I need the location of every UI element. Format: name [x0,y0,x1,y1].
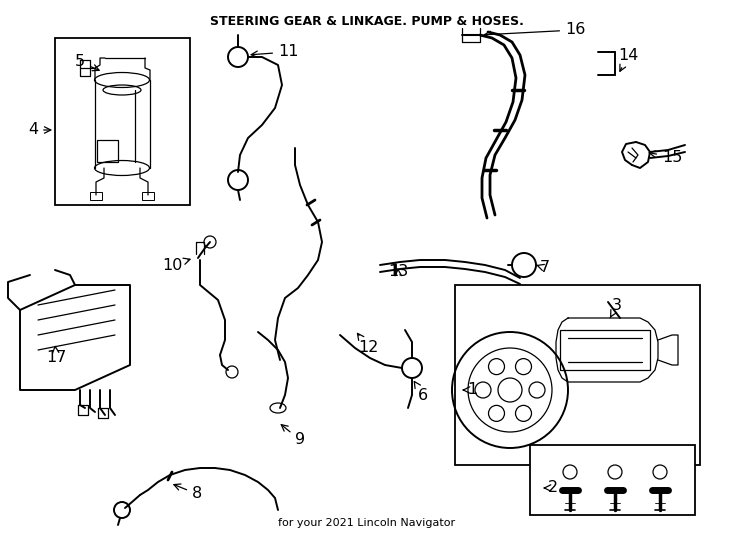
Text: 4: 4 [28,123,51,138]
Text: 14: 14 [618,48,639,71]
Bar [560,330,650,370]
Text: 11: 11 [251,44,299,59]
Text: 3: 3 [610,298,622,318]
Bar [142,192,154,200]
Text: 1: 1 [463,382,477,397]
Text: 12: 12 [357,333,378,355]
Bar [530,445,695,515]
Text: 7: 7 [537,260,550,275]
Text: 13: 13 [388,265,408,280]
Text: 9: 9 [281,424,305,448]
Text: 17: 17 [46,346,66,366]
Text: for your 2021 Lincoln Navigator: for your 2021 Lincoln Navigator [278,518,456,528]
Bar [55,38,190,205]
Bar [90,192,102,200]
Bar [97,140,118,162]
Text: 15: 15 [649,150,683,165]
Text: 8: 8 [174,484,203,502]
Text: 2: 2 [545,481,558,496]
Text: 10: 10 [162,258,190,273]
Text: 6: 6 [414,381,428,402]
Text: 5: 5 [75,55,99,71]
Text: 16: 16 [484,23,586,38]
Text: STEERING GEAR & LINKAGE. PUMP & HOSES.: STEERING GEAR & LINKAGE. PUMP & HOSES. [210,15,524,28]
Bar [455,285,700,465]
